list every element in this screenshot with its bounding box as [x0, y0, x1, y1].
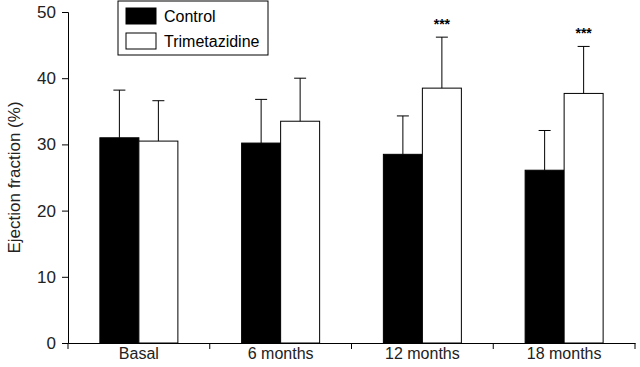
- bar: [242, 143, 281, 343]
- category-separators: [68, 343, 635, 349]
- y-axis: 0 10 20 30 40 50: [37, 3, 68, 353]
- y-tick-mark: [62, 343, 68, 344]
- error-bar: [255, 99, 267, 143]
- x-tick: 12 months: [385, 343, 460, 362]
- y-tick-mark: [62, 12, 68, 13]
- y-tick-label: 40: [37, 69, 56, 88]
- chart: 0 10 20 30 40 50 Basal 6 months 12 months 18 mont…: [0, 0, 640, 367]
- series: [100, 90, 564, 343]
- y-tick: 30: [37, 135, 68, 154]
- bar: [422, 88, 461, 343]
- y-tick: 40: [37, 69, 68, 88]
- y-tick-mark: [62, 277, 68, 278]
- x-tick: Basal: [119, 343, 159, 362]
- series: [139, 37, 603, 343]
- annotation: ***: [575, 25, 592, 41]
- category-separator: [209, 343, 210, 349]
- x-axis: Basal 6 months 12 months 18 months: [69, 343, 636, 362]
- y-tick-label: 0: [47, 334, 56, 353]
- legend-item: Control: [126, 8, 216, 25]
- legend-label: Control: [164, 8, 216, 25]
- bar: [139, 141, 178, 343]
- annotation: ***: [434, 16, 451, 32]
- x-tick-label: Basal: [119, 345, 159, 362]
- error-bar: [436, 37, 448, 88]
- legend-swatch: [126, 8, 156, 24]
- bar: [525, 170, 564, 343]
- error-bar: [152, 101, 164, 141]
- y-tick-mark: [62, 144, 68, 145]
- error-bar: [397, 116, 409, 154]
- legend: Control Trimetazidine: [118, 1, 268, 55]
- x-tick: 6 months: [248, 343, 314, 362]
- legend-box: [118, 1, 268, 55]
- y-axis-title: Ejection fraction (%): [5, 101, 24, 253]
- bar: [564, 93, 603, 343]
- x-tick-label: 12 months: [385, 345, 460, 362]
- x-tick: 18 months: [527, 343, 602, 362]
- y-tick-label: 10: [37, 268, 56, 287]
- plot-area: [100, 37, 603, 343]
- category-separator: [351, 343, 352, 349]
- error-bar: [578, 46, 590, 93]
- category-separator: [635, 343, 636, 349]
- y-tick: 10: [37, 268, 68, 287]
- x-tick-label: 18 months: [527, 345, 602, 362]
- error-bar: [539, 130, 551, 170]
- x-tick-label: 6 months: [248, 345, 314, 362]
- y-tick: 0: [47, 334, 68, 353]
- y-tick-label: 30: [37, 135, 56, 154]
- bar: [100, 138, 139, 343]
- bar: [383, 154, 422, 343]
- bar: [281, 121, 320, 343]
- legend-swatch: [126, 33, 156, 49]
- category-separator: [493, 343, 494, 349]
- error-bar: [294, 78, 306, 121]
- y-tick-mark: [62, 78, 68, 79]
- legend-label: Trimetazidine: [164, 33, 260, 50]
- legend-item: Trimetazidine: [126, 33, 260, 50]
- y-tick: 50: [37, 3, 68, 22]
- y-tick: 20: [37, 202, 68, 221]
- category-separator: [68, 343, 69, 349]
- y-tick-label: 20: [37, 202, 56, 221]
- error-bar: [113, 90, 125, 138]
- y-tick-mark: [62, 211, 68, 212]
- y-tick-label: 50: [37, 3, 56, 22]
- y-axis-line: [62, 13, 69, 344]
